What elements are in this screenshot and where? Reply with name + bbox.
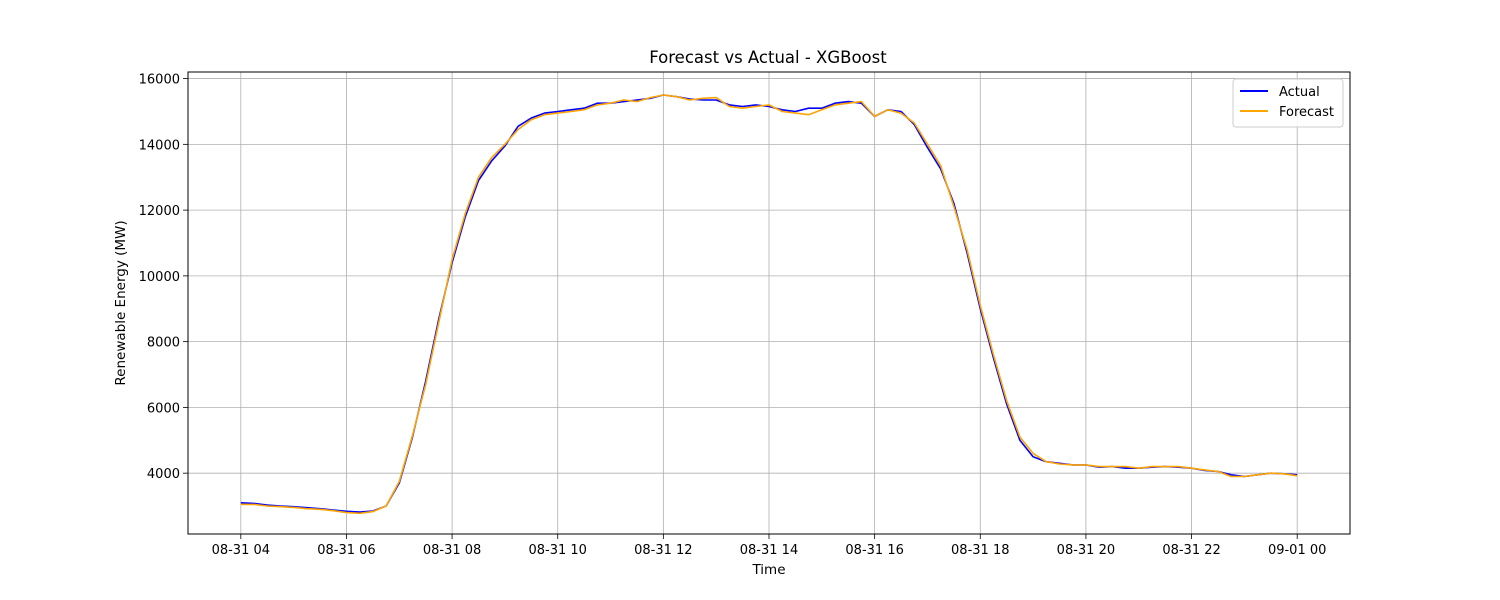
grid-lines	[188, 72, 1350, 534]
x-tick-label: 08-31 12	[634, 543, 692, 558]
y-tick-label: 8000	[147, 336, 180, 351]
x-tick-label: 08-31 14	[740, 543, 798, 558]
legend-label: Forecast	[1279, 105, 1334, 120]
x-tick-label: 08-31 08	[423, 543, 481, 558]
y-tick-label: 6000	[147, 401, 180, 416]
x-tick-label: 08-31 06	[317, 543, 375, 558]
y-axis-ticks: 4000 6000 8000 10000 12000 14000 16000	[139, 73, 188, 482]
y-tick-label: 16000	[139, 73, 180, 88]
x-tick-label: 08-31 20	[1057, 543, 1115, 558]
x-axis-ticks: 08-31 04 08-31 06 08-31 08 08-31 10 08-31 12…	[212, 534, 1326, 558]
y-tick-label: 12000	[139, 204, 180, 219]
x-tick-label: 08-31 10	[529, 543, 587, 558]
y-tick-label: 4000	[147, 467, 180, 482]
x-axis-label: Time	[751, 562, 785, 578]
y-tick-label: 14000	[139, 138, 180, 153]
series-group	[240, 94, 1298, 515]
legend-label: Actual	[1279, 85, 1320, 100]
series-line-forecast	[240, 94, 1298, 515]
x-tick-label: 09-01 00	[1268, 543, 1326, 558]
x-tick-label: 08-31 22	[1162, 543, 1220, 558]
x-tick-label: 08-31 18	[951, 543, 1009, 558]
x-tick-label: 08-31 04	[212, 543, 270, 558]
chart-title: Forecast vs Actual - XGBoost	[649, 48, 887, 67]
x-tick-label: 08-31 16	[845, 543, 903, 558]
y-axis-label: Renewable Energy (MW)	[113, 220, 129, 385]
y-tick-label: 10000	[139, 270, 180, 285]
legend: Actual Forecast	[1232, 78, 1344, 128]
